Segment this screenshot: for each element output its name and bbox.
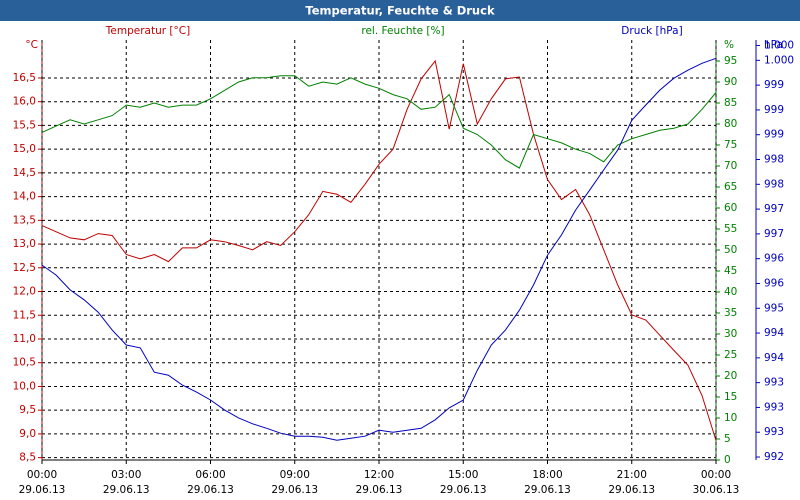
y2-unit: %	[724, 39, 734, 51]
y3-tick-label: 993	[764, 426, 784, 438]
x-tick-label: 18:00	[532, 469, 562, 481]
y-tick-label: 10,0	[13, 380, 36, 392]
y2-tick-label: 10	[724, 412, 737, 424]
y3-unit: hPa	[764, 39, 783, 51]
x-tick-date: 29.06.13	[271, 484, 318, 496]
y2-tick-label: 75	[724, 139, 737, 151]
y-tick-label: 15,5	[13, 119, 36, 131]
series-line	[41, 57, 717, 441]
y-tick-label: 10,5	[13, 357, 36, 369]
y2-tick-label: 25	[724, 349, 737, 361]
x-tick-date: 29.06.13	[103, 484, 150, 496]
y2-tick-label: 95	[724, 55, 737, 67]
y2-tick-label: 45	[724, 265, 737, 277]
y-tick-label: 13,5	[13, 214, 36, 226]
x-tick-label: 00:00	[701, 469, 731, 481]
y2-tick-label: 30	[724, 328, 737, 340]
y2-tick-label: 80	[724, 118, 737, 130]
y2-tick-label: 50	[724, 244, 737, 256]
y3-tick-label: 998	[764, 178, 784, 190]
x-tick-date: 29.06.13	[440, 484, 487, 496]
y2-tick-label: 0	[724, 454, 731, 466]
x-tick-label: 00:00	[27, 469, 57, 481]
x-tick-date: 29.06.13	[187, 484, 234, 496]
y3-tick-label: 994	[764, 352, 784, 364]
y2-tick-label: 70	[724, 160, 737, 172]
y3-tick-label: 993	[764, 401, 784, 413]
y3-tick-label: 997	[764, 228, 784, 240]
y-tick-label: 16,5	[13, 72, 36, 84]
y2-tick-label: 65	[724, 181, 737, 193]
y3-tick-label: 999	[764, 104, 784, 116]
y2-tick-label: 20	[724, 370, 737, 382]
x-tick-date: 29.06.13	[19, 484, 66, 496]
y3-tick-label: 997	[764, 203, 784, 215]
title-bar	[0, 0, 800, 21]
x-tick-label: 15:00	[448, 469, 478, 481]
y-tick-label: 12,5	[13, 262, 36, 274]
y2-tick-label: 40	[724, 286, 737, 298]
y2-tick-label: 90	[724, 76, 737, 88]
y3-tick-label: 998	[764, 154, 784, 166]
y-tick-label: 9,5	[19, 404, 36, 416]
x-tick-date: 29.06.13	[356, 484, 403, 496]
y2-tick-label: 60	[724, 202, 737, 214]
chart-title: Temperatur, Feuchte & Druck	[305, 4, 495, 18]
y2-tick-label: 35	[724, 307, 737, 319]
y-tick-label: 11,5	[13, 309, 36, 321]
y2-tick-label: 55	[724, 223, 737, 235]
y-tick-label: 12,0	[13, 286, 36, 298]
series-line	[41, 59, 717, 441]
y-unit: °C	[25, 39, 38, 51]
y2-tick-label: 5	[724, 433, 731, 445]
y3-tick-label: 992	[764, 451, 784, 463]
y3-tick-label: 1.000	[764, 39, 794, 51]
y3-tick-label: 1.000	[764, 54, 794, 66]
y-tick-label: 14,0	[13, 191, 36, 203]
y3-tick-label: 999	[764, 79, 784, 91]
x-tick-label: 09:00	[280, 469, 310, 481]
y2-tick-label: 15	[724, 391, 737, 403]
x-tick-label: 03:00	[111, 469, 141, 481]
y3-tick-label: 996	[764, 253, 784, 265]
y3-tick-label: 996	[764, 277, 784, 289]
y3-tick-label: 995	[764, 302, 784, 314]
x-tick-label: 21:00	[617, 469, 647, 481]
x-tick-date: 29.06.13	[608, 484, 655, 496]
y3-tick-label: 994	[764, 327, 784, 339]
y3-tick-label: 993	[764, 377, 784, 389]
y-tick-label: 11,0	[13, 333, 36, 345]
y-tick-label: 9,0	[19, 428, 36, 440]
y2-tick-label: 85	[724, 97, 737, 109]
legend-entry: Temperatur [°C]	[105, 25, 190, 37]
y-tick-label: 8,5	[19, 452, 36, 464]
series-line	[41, 75, 717, 169]
x-tick-label: 06:00	[195, 469, 225, 481]
x-tick-label: 12:00	[364, 469, 394, 481]
y3-tick-label: 999	[764, 129, 784, 141]
x-tick-date: 30.06.13	[693, 484, 740, 496]
y-tick-label: 15,0	[13, 143, 36, 155]
legend-entry: rel. Feuchte [%]	[361, 25, 444, 37]
x-tick-date: 29.06.13	[524, 484, 571, 496]
y-tick-label: 16,0	[13, 96, 36, 108]
y-tick-label: 13,0	[13, 238, 36, 250]
legend-entry: Druck [hPa]	[621, 25, 682, 37]
y-tick-label: 14,5	[13, 167, 36, 179]
